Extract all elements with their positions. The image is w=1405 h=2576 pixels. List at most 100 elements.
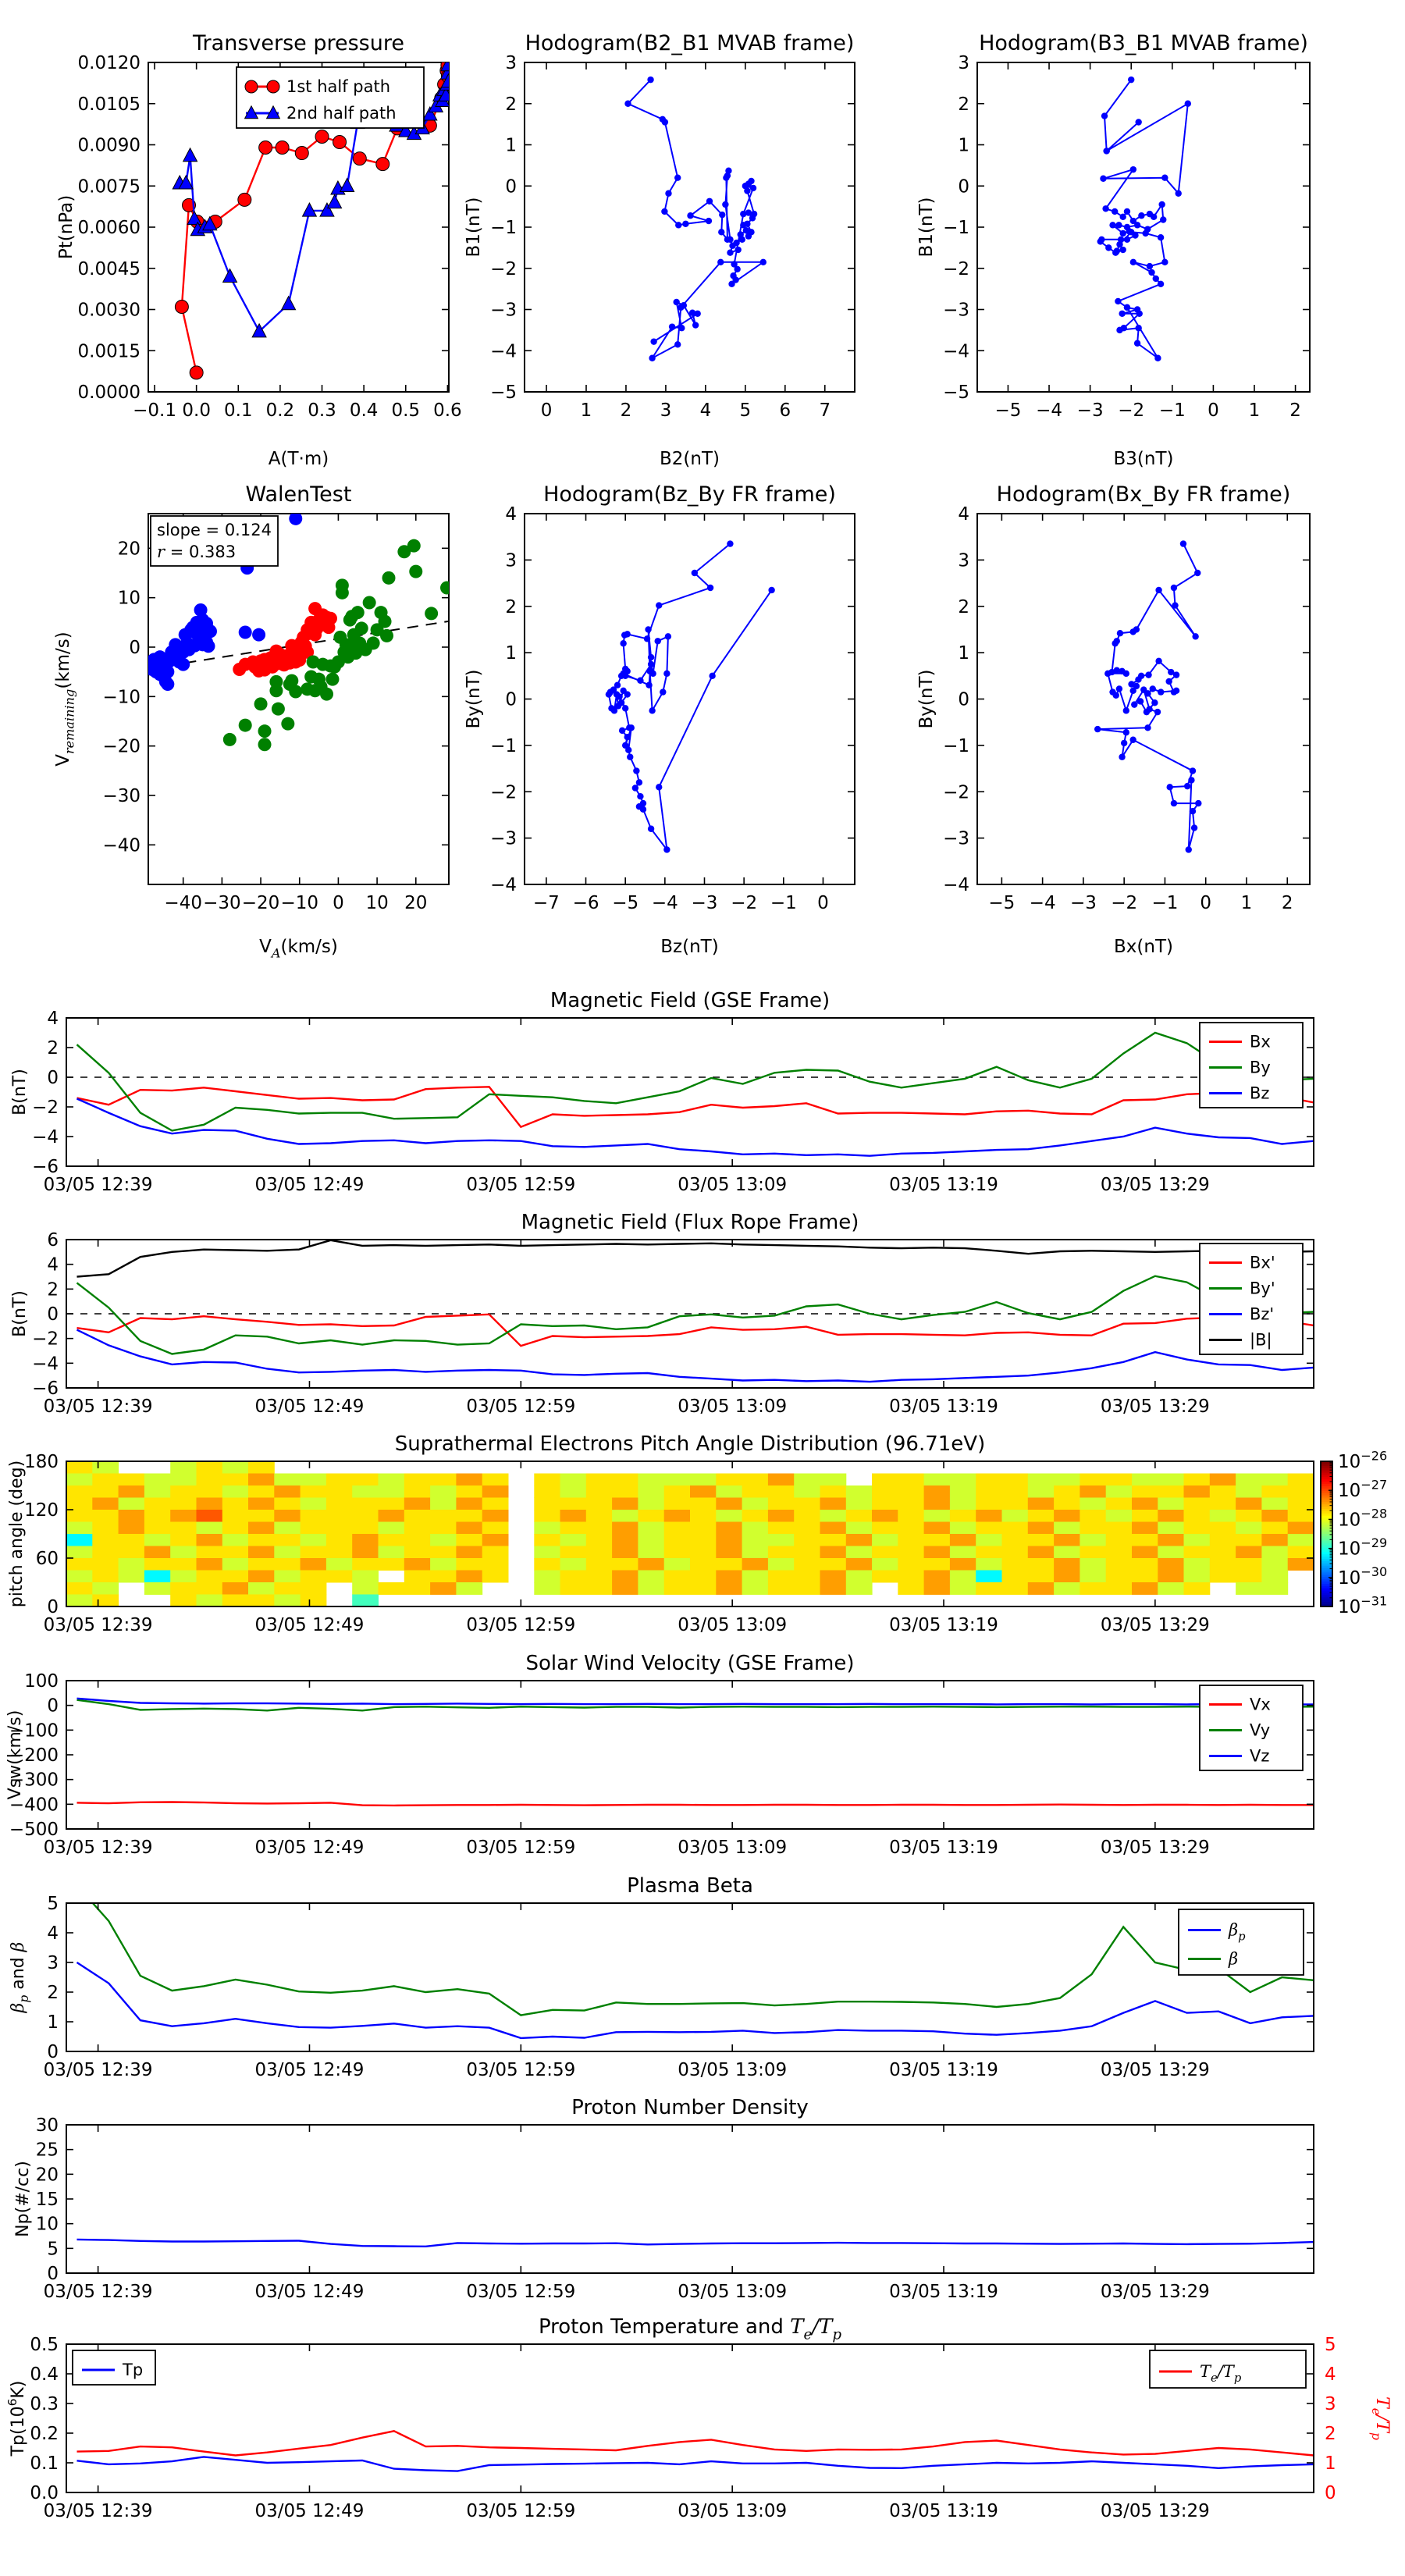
panel-hodogram-b2b1: 0 1 2 3 4 5 6 7 −5 −4 −3 −2 −1 0 1 2 3 Hodogram(B2_B1 MVA… <box>464 31 855 469</box>
legend-label: β <box>1228 1950 1238 1969</box>
series-B3-B1 path <box>1097 76 1192 361</box>
panel-title: Solar Wind Velocity (GSE Frame) <box>525 1652 854 1675</box>
series-|B| <box>76 1240 1314 1278</box>
x-tick-label: −1 <box>1159 400 1186 421</box>
legend: Vx Vy Vz <box>1199 1685 1304 1771</box>
x-tick-label: 1 <box>1241 893 1253 913</box>
y-tick-label: −30 <box>102 786 140 806</box>
y-tick-label: −1 <box>490 218 517 238</box>
panel-title: Magnetic Field (GSE Frame) <box>550 989 830 1012</box>
x-tick-label: 03/05 12:39 <box>44 1175 153 1195</box>
x-tick-label: 03/05 12:59 <box>466 1838 575 1858</box>
x-tick-label: 03/05 13:29 <box>1101 2501 1210 2521</box>
y-tick-label: 60 <box>36 1549 59 1569</box>
x-tick-label: 03/05 12:39 <box>44 1615 153 1635</box>
legend-label: By <box>1250 1059 1271 1077</box>
y-tick-label: −2 <box>32 1098 59 1118</box>
y-tick-label: 30 <box>36 2115 59 2136</box>
x-tick-label: 03/05 13:09 <box>678 1838 787 1858</box>
y-tick-label: 0 <box>129 638 140 658</box>
legend: Tp <box>72 2350 156 2386</box>
y-tick-label: −3 <box>490 829 517 849</box>
x-tick-label: −5 <box>612 893 638 913</box>
x-tick-label: 03/05 13:19 <box>889 2060 998 2080</box>
right-axis-label: Te/Tp <box>1369 2396 1392 2440</box>
y-tick-label: 0 <box>47 1068 59 1088</box>
y-axis-label: B1(nT) <box>916 197 937 258</box>
panel-title: Hodogram(B3_B1 MVAB frame) <box>979 31 1308 55</box>
x-tick-label: 03/05 12:49 <box>255 2501 365 2521</box>
x-tick-label: 0 <box>817 893 829 913</box>
x-tick-label: 03/05 12:59 <box>466 2282 575 2302</box>
series-Vy <box>76 1699 1314 1712</box>
legend-label: Tp <box>122 2361 143 2379</box>
x-tick-label: 2 <box>1289 400 1301 421</box>
x-tick-label: 03/05 12:49 <box>255 1838 365 1858</box>
y-tick-label: −1 <box>943 218 969 238</box>
y-tick-label: 1 <box>505 136 517 156</box>
panel-transverse-pressure: −0.1 0.0 0.1 0.2 0.3 0.4 0.5 0.6 0.0000 0.0015 0.0… <box>56 31 462 469</box>
x-tick-label: −3 <box>692 893 718 913</box>
series-By <box>76 1031 1314 1132</box>
x-tick-label: 0 <box>333 893 344 913</box>
annotation-box: slope = 0.124 r = 0.383 <box>150 515 279 567</box>
x-tick-label: −10 <box>280 893 318 913</box>
x-tick-label: 03/05 13:29 <box>1101 1838 1210 1858</box>
y-tick-label: 3 <box>505 550 517 571</box>
y-axis-label: pitch angle (deg) <box>7 1461 27 1607</box>
x-tick-label: 03/05 12:59 <box>466 1615 575 1635</box>
x-tick-label: 03/05 13:29 <box>1101 2060 1210 2080</box>
y-tick-label: 0.0105 <box>78 94 140 115</box>
colorbar-tick-label: 10−29 <box>1338 1535 1387 1560</box>
x-tick-label: 03/05 12:49 <box>255 1397 365 1417</box>
y-tick-label: 0.1 <box>30 2453 59 2474</box>
y-tick-label: 2 <box>47 1038 59 1059</box>
y-tick-label: 4 <box>47 1009 59 1029</box>
colorbar: 10−26 10−27 10−28 10−29 10−30 10−31 <box>1320 1448 1387 1617</box>
y-tick-label: −3 <box>943 301 969 321</box>
y-tick-label: −40 <box>102 835 140 856</box>
x-tick-label: −4 <box>1030 893 1056 913</box>
y-tick-label: 0 <box>505 176 517 197</box>
right-tick-label: 0 <box>1325 2483 1336 2503</box>
colorbar-tick-label: 10−28 <box>1338 1507 1387 1531</box>
x-tick-label: 0.3 <box>308 400 336 421</box>
series-Np <box>76 2238 1314 2248</box>
x-tick-label: 4 <box>700 400 712 421</box>
x-tick-label: 03/05 12:39 <box>44 2282 153 2302</box>
x-tick-label: −30 <box>203 893 241 913</box>
y-tick-label: 0.0045 <box>78 259 140 279</box>
panel-proton-temp: Proton Temperature and Te/Tp Tp(106K) Te/T… <box>5 2315 1392 2521</box>
y-tick-label: −4 <box>490 875 517 895</box>
legend-label: Vz <box>1250 1747 1269 1766</box>
y-tick-label: −20 <box>102 737 140 757</box>
x-axis-label: VA(km/s) <box>259 937 338 960</box>
x-tick-label: −3 <box>1070 893 1097 913</box>
y-tick-label: 20 <box>118 539 140 559</box>
x-tick-label: 03/05 13:09 <box>678 1615 787 1635</box>
x-tick-label: 03/05 13:09 <box>678 2501 787 2521</box>
y-tick-label: −4 <box>32 1354 59 1374</box>
legend-label: Bz' <box>1250 1305 1274 1324</box>
x-tick-label: 03/05 12:59 <box>466 2060 575 2080</box>
panel-title: Hodogram(B2_B1 MVAB frame) <box>525 31 855 55</box>
x-tick-label: −3 <box>1077 400 1104 421</box>
y-tick-label: −4 <box>32 1127 59 1147</box>
legend: Te/Tp <box>1149 2350 1307 2389</box>
y-tick-label: −5 <box>490 382 517 403</box>
y-tick-label: 1 <box>47 2012 59 2033</box>
legend: Bx By Bz <box>1199 1022 1304 1108</box>
legend-label: Vy <box>1250 1721 1270 1740</box>
y-tick-label: −3 <box>943 829 969 849</box>
y-tick-label: −2 <box>490 259 517 279</box>
panel-title: WalenTest <box>246 482 352 507</box>
series-beta_p <box>76 1961 1314 2040</box>
x-tick-label: 03/05 13:29 <box>1101 1397 1210 1417</box>
y-tick-label: −6 <box>32 1379 59 1399</box>
x-tick-label: 03/05 12:59 <box>466 1175 575 1195</box>
x-tick-label: 10 <box>365 893 388 913</box>
y-tick-label: 2 <box>47 1983 59 2003</box>
series-Bx' <box>76 1313 1314 1347</box>
